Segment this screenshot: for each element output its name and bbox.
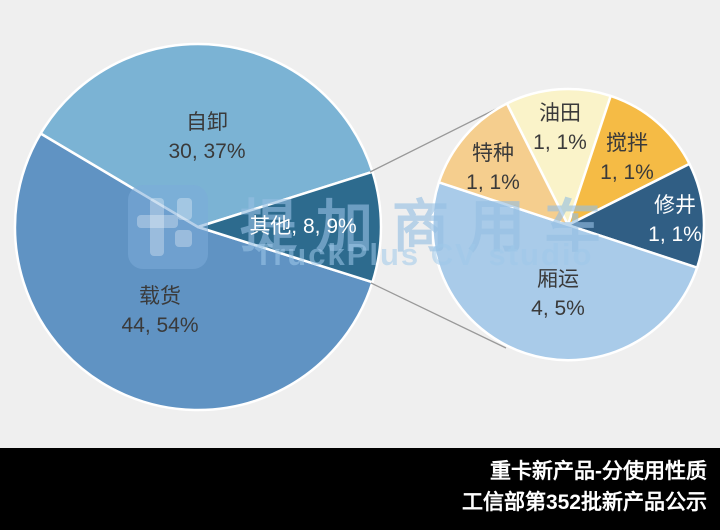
secondary-pie-slice-xiangyun [431,181,699,362]
main-pie-slice-zaihuo [13,132,374,412]
main-pie-slice-qita [196,170,383,284]
secondary-pie-slice-jiaoban [566,94,691,227]
chart-title: 重卡新产品-分使用性质 [490,460,707,483]
chart-source: 工信部第352批新产品公示 [461,491,707,514]
main-pie-slice-zixie [39,42,374,229]
series-connector-line-top [369,103,507,173]
footer-bar: 重卡新产品-分使用性质 工信部第352批新产品公示 [0,448,720,530]
series-connector-line-bottom [370,282,507,349]
secondary-pie-slice-xiujing [566,162,706,269]
secondary-pie-slice-tezhong [437,102,570,227]
secondary-pie-slice-youtian [505,87,612,227]
